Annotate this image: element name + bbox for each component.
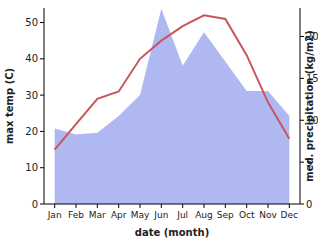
- x-tick: [97, 204, 98, 208]
- chart: 0102030405005101520JanFebMarAprMayJunJul…: [0, 0, 318, 242]
- plot-marks: [55, 9, 290, 204]
- x-tick-label: Jun: [153, 210, 168, 220]
- x-tick: [225, 204, 226, 208]
- y-tick-label: 30: [25, 90, 38, 101]
- y-label: max temp (C): [4, 68, 15, 144]
- x-tick-label: Jan: [47, 210, 62, 220]
- x-tick-label: Sep: [217, 210, 234, 220]
- x-tick: [76, 204, 77, 208]
- x-tick-label: May: [131, 210, 150, 220]
- y2-tick: [300, 204, 304, 205]
- y-tick-label: 50: [25, 17, 38, 28]
- x-axis: [44, 204, 300, 205]
- y-tick-label: 20: [25, 126, 38, 137]
- x-tick: [118, 204, 119, 208]
- y-tick-label: 40: [25, 53, 38, 64]
- x-label: date (month): [135, 227, 209, 238]
- y-tick: [40, 204, 44, 205]
- x-tick: [246, 204, 247, 208]
- y2-axis: [300, 8, 301, 204]
- x-tick: [140, 204, 141, 208]
- x-tick: [204, 204, 205, 208]
- y-tick-label: 0: [32, 199, 38, 210]
- x-tick: [161, 204, 162, 208]
- x-tick-label: Oct: [239, 210, 255, 220]
- precip-area: [55, 9, 290, 204]
- y-tick: [40, 167, 44, 168]
- x-tick: [182, 204, 183, 208]
- x-tick-label: Dec: [281, 210, 298, 220]
- x-tick-label: Apr: [111, 210, 127, 220]
- y2-tick-label: 0: [306, 199, 312, 210]
- y-axis: [44, 8, 45, 204]
- x-tick-label: Aug: [195, 210, 213, 220]
- x-tick-label: Mar: [89, 210, 106, 220]
- y-tick: [40, 95, 44, 96]
- x-tick: [289, 204, 290, 208]
- y-tick: [40, 131, 44, 132]
- x-tick-label: Jul: [176, 210, 188, 220]
- y-tick: [40, 58, 44, 59]
- x-tick-label: Nov: [259, 210, 277, 220]
- y2-label: med. precipitation (kg/m2): [304, 30, 315, 182]
- x-tick-label: Feb: [68, 210, 84, 220]
- temp-line: [55, 15, 290, 149]
- y-tick-label: 10: [25, 162, 38, 173]
- x-tick: [54, 204, 55, 208]
- y-tick: [40, 22, 44, 23]
- x-tick: [268, 204, 269, 208]
